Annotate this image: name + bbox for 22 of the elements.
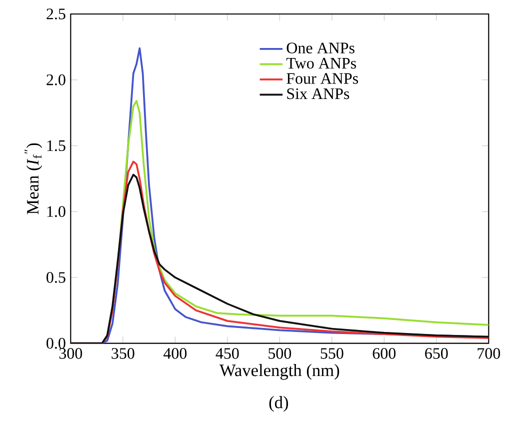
x-tick-label: 450 — [216, 348, 239, 359]
y-tick-label: 1.0 — [47, 206, 66, 218]
y-tick-label: 0.5 — [46, 272, 66, 283]
y-tick-label: 2.0 — [46, 74, 66, 86]
x-tick-label: 300 — [59, 348, 82, 359]
y-tick-label: 0.0 — [46, 338, 66, 349]
x-tick-label: 500 — [268, 348, 292, 359]
y-tick-label: 1.5 — [47, 140, 66, 152]
x-tick-label: 600 — [372, 348, 396, 359]
legend-label: One ANPs — [286, 42, 354, 54]
legend-label: Six ANPs — [287, 88, 350, 100]
x-tick-label: 400 — [163, 348, 187, 359]
x-tick-label: 700 — [478, 348, 500, 359]
x-tick-label: 650 — [425, 348, 448, 359]
text: (d) — [269, 396, 288, 412]
y-axis-title: Mean (I$_{f}$$^{″}$) — [24, 143, 42, 214]
x-axis-title: Wavelength (nm) — [219, 364, 340, 380]
x-tick-label: 550 — [320, 348, 344, 359]
legend-label: Four ANPs — [286, 73, 358, 84]
y-tick-label: 2.5 — [46, 8, 66, 20]
x-tick-label: 350 — [112, 348, 134, 359]
legend-label: Two ANPs — [286, 58, 356, 69]
